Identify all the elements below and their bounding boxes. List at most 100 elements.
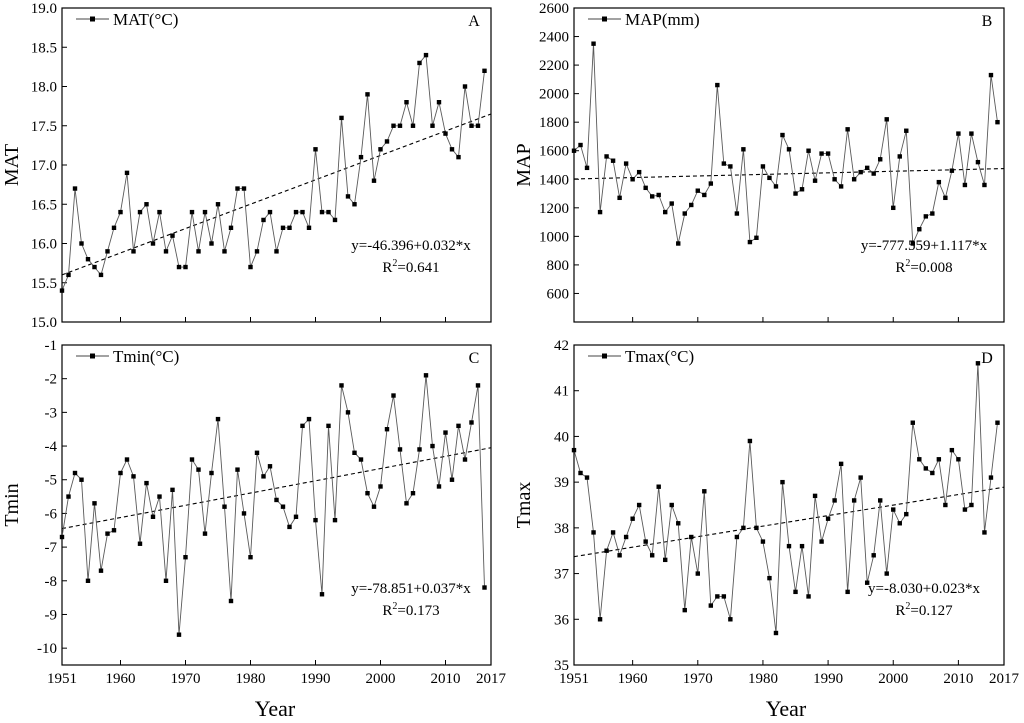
data-point [443, 430, 448, 435]
series-line [61, 375, 485, 635]
y-tick-label: 41 [554, 384, 569, 400]
data-point [682, 607, 687, 613]
data-point [995, 119, 1000, 125]
data-point [741, 525, 746, 531]
data-point [404, 501, 409, 506]
data-point [326, 209, 331, 215]
data-point [378, 484, 383, 489]
data-point [85, 578, 91, 583]
data-point [943, 195, 948, 201]
y-tick-label: 18.5 [31, 40, 57, 56]
data-point [851, 498, 857, 503]
r-squared: R2=0.173 [382, 601, 439, 619]
data-point [449, 477, 455, 482]
data-point [280, 225, 286, 230]
data-point [254, 249, 260, 254]
data-point [695, 571, 700, 576]
x-tick-label: 2000 [878, 671, 908, 687]
panel-a: 15.0 15.5 16.0 16.5 17.0 17.5 18.0 18.5 19.0 MAT A… [1, 1, 492, 331]
data-point [352, 202, 357, 207]
data-point [410, 123, 416, 128]
data-point [163, 578, 169, 583]
trend-line [61, 447, 492, 530]
panel-c: -10 -9 -8 -7 -6 -5 -4 -3 -2 -1 1951 1960 1970 1980 199… [1, 338, 507, 687]
data-point [591, 530, 596, 535]
data-point [170, 487, 175, 493]
y-tick-label: 18.0 [31, 80, 57, 96]
data-point [676, 521, 681, 526]
data-point [202, 209, 208, 215]
data-point [183, 555, 188, 560]
data-point [871, 553, 876, 558]
y-axis-label: MAT [1, 144, 23, 186]
y-tick-label: -9 [45, 607, 58, 623]
regression-equation: y=-78.851+0.037*x [351, 581, 471, 597]
data-point [910, 420, 915, 425]
data-point [975, 361, 981, 366]
data-point [267, 464, 273, 469]
data-point [59, 288, 65, 293]
data-point [728, 164, 733, 169]
panel-letter: D [981, 350, 993, 367]
regression-equation: y=-777.559+1.117*x [861, 238, 988, 254]
data-point [969, 502, 974, 508]
panel-b: 600 800 1000 1200 1400 1600 1800 2000 2200 2400 26… [513, 1, 1005, 323]
data-point [345, 410, 351, 415]
plot-frame [573, 7, 1005, 323]
y-tick-label: 35 [554, 658, 569, 674]
data-point [956, 131, 961, 136]
data-point [669, 502, 674, 508]
y-tick-label: 40 [554, 429, 569, 445]
y-tick-label: 1000 [539, 229, 569, 245]
data-point [578, 142, 583, 148]
data-point [923, 214, 929, 219]
data-point [85, 257, 91, 262]
data-point [358, 457, 364, 462]
data-point [105, 531, 110, 536]
data-point [656, 192, 661, 198]
x-tick-label: 1951 [47, 671, 77, 687]
data-point [248, 555, 253, 560]
data-point [332, 217, 338, 223]
data-point [780, 479, 785, 485]
data-point [630, 516, 635, 521]
data-point [92, 264, 97, 270]
x-tick-label: 1980 [748, 671, 778, 687]
data-point [391, 393, 396, 398]
data-point [656, 484, 661, 489]
data-point [962, 182, 968, 188]
y-tick-label: -5 [45, 473, 58, 489]
data-point [793, 589, 798, 595]
y-tick-label: 36 [554, 612, 570, 628]
data-point [150, 241, 156, 246]
x-tick-label: 1990 [301, 671, 331, 687]
data-point [345, 194, 351, 199]
data-point [597, 209, 603, 215]
data-point [617, 195, 622, 201]
data-point [215, 202, 221, 207]
x-tick-label: 1960 [618, 671, 648, 687]
data-point [649, 194, 655, 199]
data-point [449, 147, 455, 152]
data-point [261, 217, 266, 223]
data-point [157, 209, 162, 215]
data-point [397, 123, 403, 128]
data-point [930, 470, 935, 476]
data-point [469, 123, 474, 128]
data-point [332, 517, 338, 523]
r-squared: R2=0.008 [895, 258, 952, 276]
data-point [352, 450, 357, 455]
legend-label: Tmax(°C) [625, 347, 694, 366]
data-point [663, 557, 668, 563]
data-point [313, 147, 318, 152]
data-point [584, 475, 590, 480]
data-point [339, 383, 344, 388]
data-point [956, 457, 961, 462]
data-point [864, 580, 870, 585]
data-point [904, 511, 909, 517]
data-point [79, 477, 84, 482]
data-point [747, 438, 753, 444]
data-point [274, 497, 279, 503]
y-tick-label: 2200 [539, 58, 569, 74]
